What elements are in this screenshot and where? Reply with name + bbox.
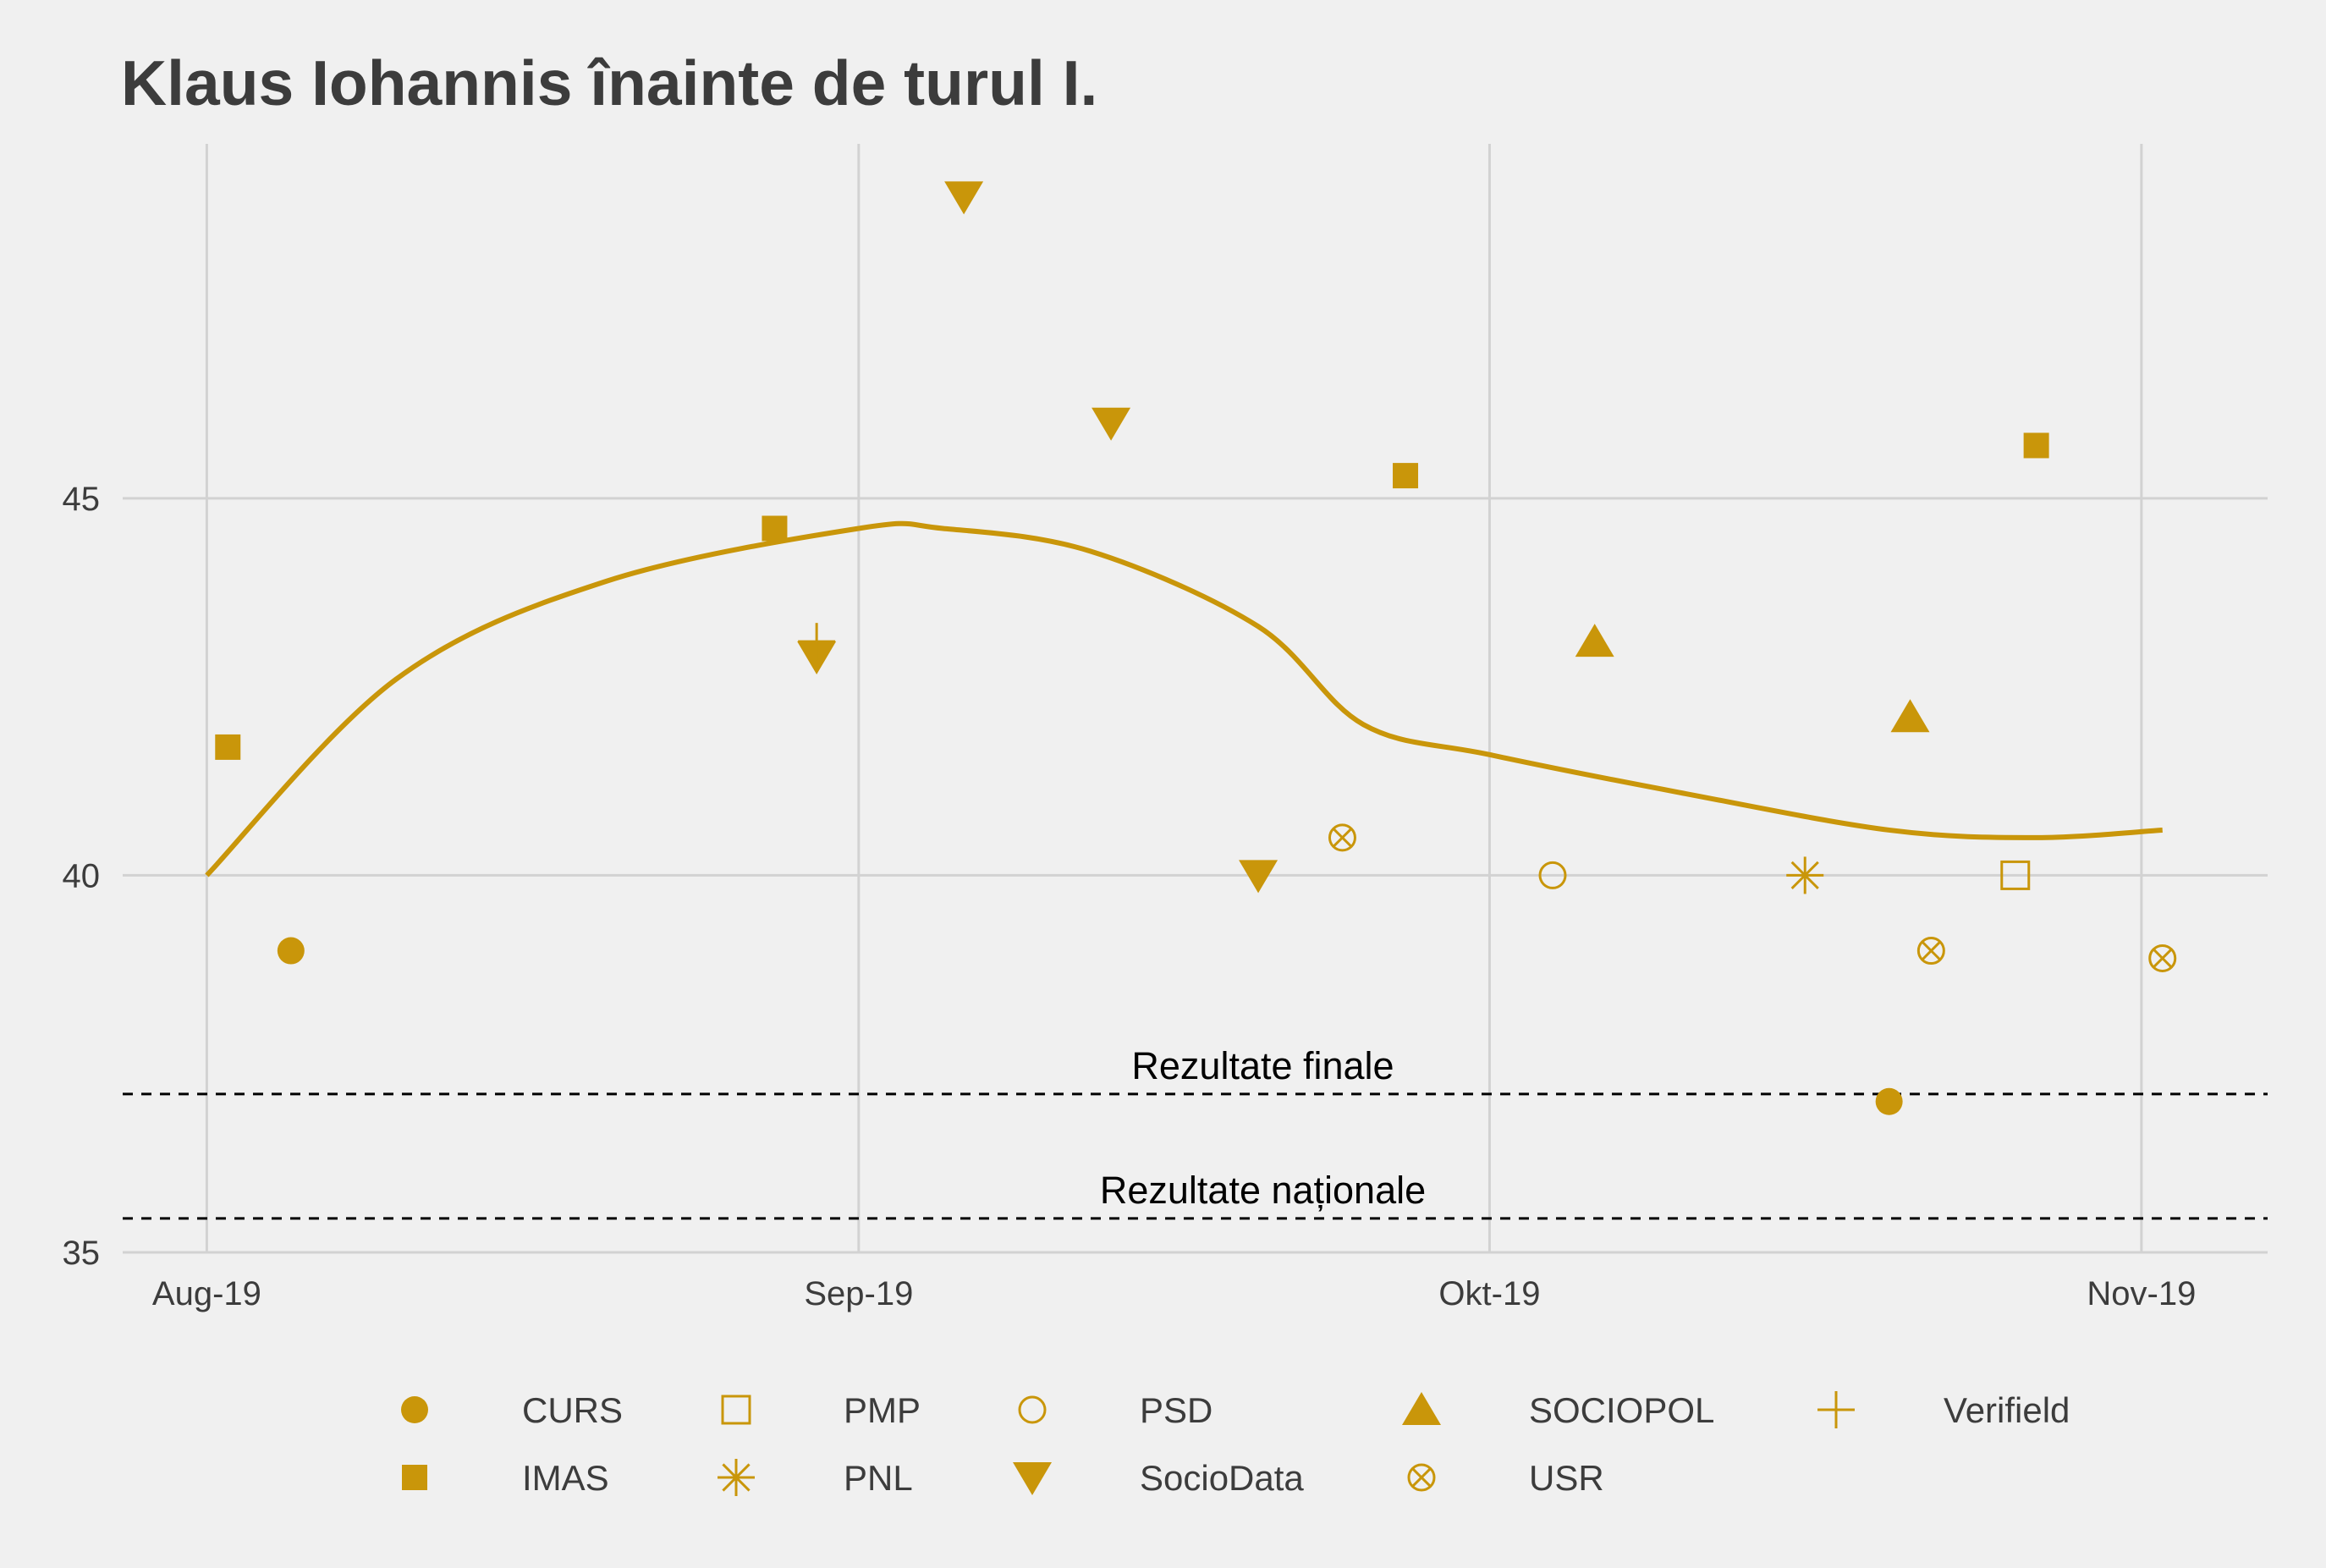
legend-item: USR bbox=[1407, 1458, 1604, 1498]
y-axis-ticks: 35 40 45 bbox=[63, 481, 101, 1272]
legend-key bbox=[401, 1396, 428, 1423]
legend-key bbox=[1817, 1391, 1855, 1428]
data-point-curs bbox=[1875, 1087, 1903, 1115]
data-point-imas bbox=[762, 515, 788, 542]
data-point-sociodata bbox=[1092, 407, 1131, 441]
data-point-imas bbox=[215, 734, 241, 760]
x-tick-label: Sep-19 bbox=[804, 1275, 913, 1312]
legend-key bbox=[402, 1465, 427, 1490]
data-points bbox=[215, 181, 2177, 1115]
x-tick-label: Aug-19 bbox=[152, 1275, 261, 1312]
legend-label: USR bbox=[1529, 1458, 1604, 1498]
y-tick-label: 40 bbox=[63, 857, 101, 894]
legend: CURS IMAS PMP PNL PSD SocioData SOCIOPOL USR Ver… bbox=[401, 1390, 2070, 1498]
data-point-psd bbox=[1538, 861, 1567, 889]
legend-item: PSD bbox=[1018, 1390, 1212, 1430]
x-axis-ticks: Aug-19 Sep-19 Okt-19 Nov-19 bbox=[152, 1275, 2196, 1312]
legend-item: SocioData bbox=[1013, 1458, 1304, 1498]
legend-item: SOCIOPOL bbox=[1402, 1390, 1714, 1430]
data-point-sociodata bbox=[1239, 860, 1278, 894]
legend-label: PSD bbox=[1140, 1390, 1212, 1430]
chart-title: Klaus Iohannis înainte de turul I. bbox=[121, 47, 1097, 118]
data-point-usr bbox=[2148, 944, 2177, 972]
legend-label: PNL bbox=[844, 1458, 913, 1498]
y-tick-label: 45 bbox=[63, 481, 101, 518]
reference-line-label: Rezultate finale bbox=[1131, 1044, 1394, 1087]
data-point-imas bbox=[1393, 463, 1419, 489]
reference-line-label: Rezultate naționale bbox=[1100, 1169, 1426, 1212]
data-point-sociopol bbox=[1890, 699, 1930, 733]
legend-key bbox=[721, 1395, 751, 1425]
x-tick-label: Okt-19 bbox=[1438, 1275, 1540, 1312]
data-point-sociopol bbox=[1575, 624, 1614, 657]
legend-label: Verifield bbox=[1944, 1390, 2070, 1430]
data-point-verifield bbox=[798, 623, 836, 661]
x-gridlines bbox=[205, 144, 2143, 1252]
data-point-curs bbox=[277, 937, 305, 965]
data-point-usr bbox=[1328, 823, 1356, 852]
legend-label: IMAS bbox=[522, 1458, 609, 1498]
legend-item: CURS bbox=[401, 1390, 623, 1430]
legend-label: SocioData bbox=[1140, 1458, 1304, 1498]
legend-key bbox=[718, 1459, 755, 1496]
y-tick-label: 35 bbox=[63, 1235, 101, 1272]
legend-item: PNL bbox=[718, 1458, 913, 1498]
legend-key bbox=[1407, 1463, 1436, 1492]
legend-key bbox=[1018, 1395, 1047, 1424]
data-point-imas bbox=[2023, 432, 2049, 459]
legend-item: IMAS bbox=[402, 1458, 609, 1498]
legend-label: CURS bbox=[522, 1390, 623, 1430]
reference-lines: Rezultate finale Rezultate naționale bbox=[123, 1044, 2268, 1220]
data-point-pmp bbox=[2000, 860, 2031, 890]
y-gridlines bbox=[123, 497, 2268, 1254]
legend-key bbox=[1402, 1392, 1441, 1425]
data-point-usr bbox=[1916, 937, 1945, 966]
legend-key bbox=[1013, 1462, 1052, 1495]
x-tick-label: Nov-19 bbox=[2087, 1275, 2196, 1312]
legend-item: PMP bbox=[721, 1390, 921, 1430]
data-point-pnl bbox=[1786, 856, 1824, 894]
legend-item: Verifield bbox=[1817, 1390, 2070, 1430]
data-point-sociodata bbox=[944, 181, 984, 215]
smooth-trend bbox=[205, 520, 2163, 878]
legend-label: SOCIOPOL bbox=[1529, 1390, 1714, 1430]
legend-label: PMP bbox=[844, 1390, 921, 1430]
smooth-line bbox=[205, 520, 2163, 878]
